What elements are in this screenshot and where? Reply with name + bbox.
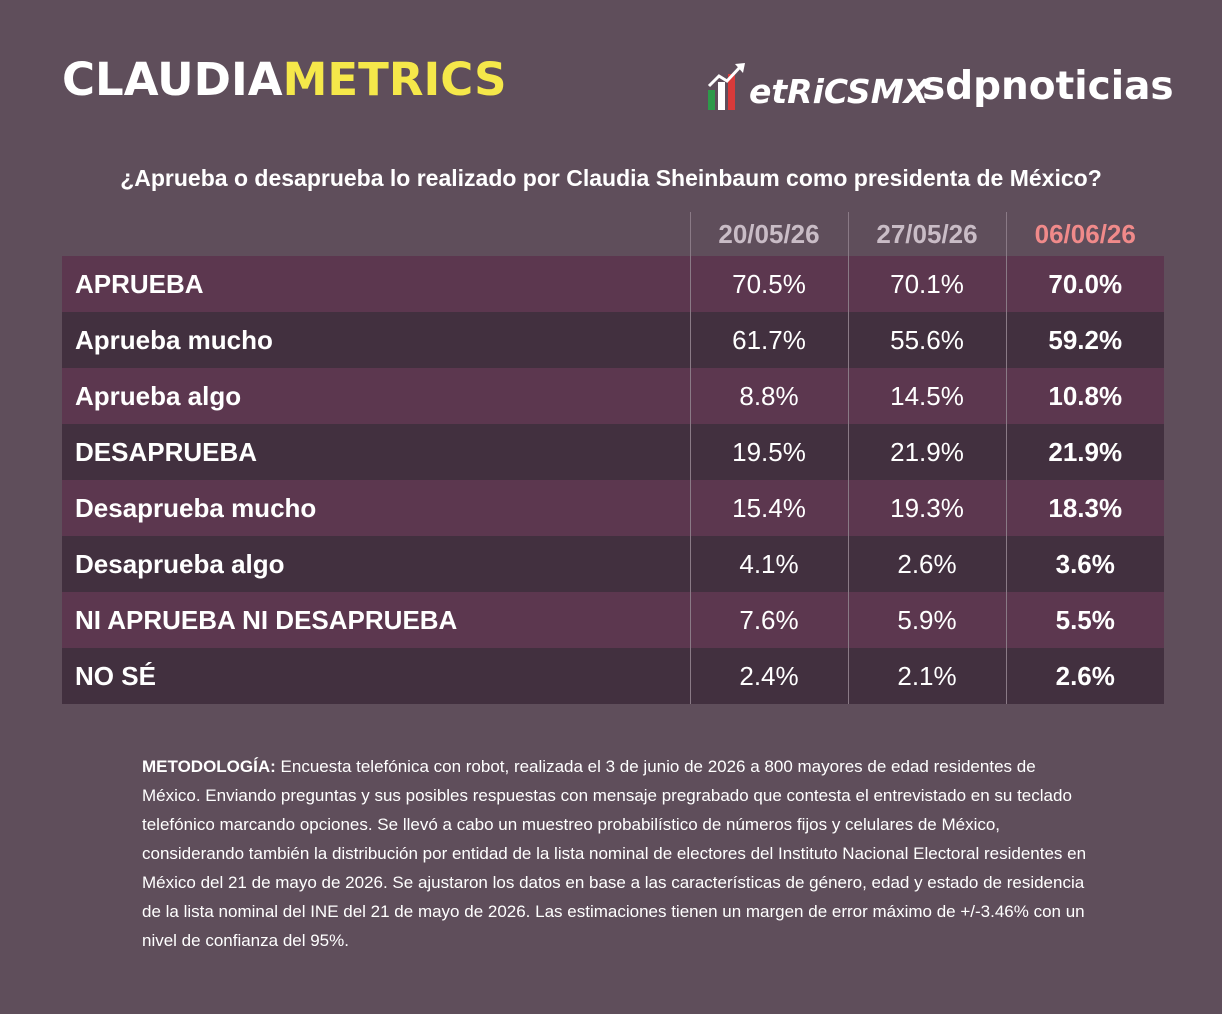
cell-value: 15.4% [689, 480, 848, 536]
row-label: Desaprueba algo [62, 536, 690, 592]
row-label: NO SÉ [62, 648, 690, 704]
date-header: 20/05/26 [689, 212, 848, 256]
table-row: Aprueba algo 8.8% 14.5% 10.8% [62, 368, 1164, 424]
cell-value: 2.1% [847, 648, 1006, 704]
metricsmx-logo: etRiCSMX [707, 60, 929, 112]
cell-value: 70.1% [847, 256, 1006, 312]
date-header: 27/05/26 [847, 212, 1006, 256]
cell-value: 59.2% [1005, 312, 1164, 368]
cell-value: 19.5% [689, 424, 848, 480]
cell-value: 70.5% [689, 256, 848, 312]
claudiametrics-logo: CLAUDIAMETRICS [62, 52, 507, 108]
cell-value: 5.9% [847, 592, 1006, 648]
cell-value: 55.6% [847, 312, 1006, 368]
table-row: DESAPRUEBA 19.5% 21.9% 21.9% [62, 424, 1164, 480]
sdpnoticias-logo: sdpnoticias [922, 64, 1174, 109]
methodology-label: METODOLOGÍA: [142, 757, 276, 776]
header-blank [62, 212, 690, 256]
cell-value: 2.6% [847, 536, 1006, 592]
bar-chart-arrow-icon [707, 63, 745, 110]
cell-value: 7.6% [689, 592, 848, 648]
cell-value: 2.6% [1005, 648, 1164, 704]
table-row: Desaprueba algo 4.1% 2.6% 3.6% [62, 536, 1164, 592]
row-label: Aprueba algo [62, 368, 690, 424]
cell-value: 5.5% [1005, 592, 1164, 648]
table-row: Aprueba mucho 61.7% 55.6% 59.2% [62, 312, 1164, 368]
table-row: Desaprueba mucho 15.4% 19.3% 18.3% [62, 480, 1164, 536]
cell-value: 18.3% [1005, 480, 1164, 536]
date-header-latest: 06/06/26 [1005, 212, 1164, 256]
cell-value: 21.9% [847, 424, 1006, 480]
cell-value: 2.4% [689, 648, 848, 704]
table-header-row: 20/05/26 27/05/26 06/06/26 [62, 212, 1164, 256]
cell-value: 19.3% [847, 480, 1006, 536]
logo-claudia-part: CLAUDIA [62, 53, 283, 106]
cell-value: 4.1% [689, 536, 848, 592]
methodology-text: Encuesta telefónica con robot, realizada… [142, 757, 1087, 950]
table-row: APRUEBA 70.5% 70.1% 70.0% [62, 256, 1164, 312]
logo-metrics-part: METRICS [282, 53, 507, 106]
row-label: Desaprueba mucho [62, 480, 690, 536]
row-label: DESAPRUEBA [62, 424, 690, 480]
cell-value: 21.9% [1005, 424, 1164, 480]
cell-value: 8.8% [689, 368, 848, 424]
row-label: NI APRUEBA NI DESAPRUEBA [62, 592, 690, 648]
table-row: NI APRUEBA NI DESAPRUEBA 7.6% 5.9% 5.5% [62, 592, 1164, 648]
row-label: Aprueba mucho [62, 312, 690, 368]
table-row: NO SÉ 2.4% 2.1% 2.6% [62, 648, 1164, 704]
results-table: 20/05/26 27/05/26 06/06/26 APRUEBA 70.5% 7… [62, 212, 1164, 704]
cell-value: 3.6% [1005, 536, 1164, 592]
metricsmx-wordmark: etRiCSMX [749, 72, 929, 111]
cell-value: 10.8% [1005, 368, 1164, 424]
cell-value: 61.7% [689, 312, 848, 368]
survey-question: ¿Aprueba o desaprueba lo realizado por C… [120, 165, 1102, 191]
table-body: APRUEBA 70.5% 70.1% 70.0% Aprueba mucho 61.7%… [62, 256, 1164, 704]
methodology-note: METODOLOGÍA: Encuesta telefónica con rob… [142, 752, 1092, 955]
cell-value: 70.0% [1005, 256, 1164, 312]
row-label: APRUEBA [62, 256, 690, 312]
cell-value: 14.5% [847, 368, 1006, 424]
